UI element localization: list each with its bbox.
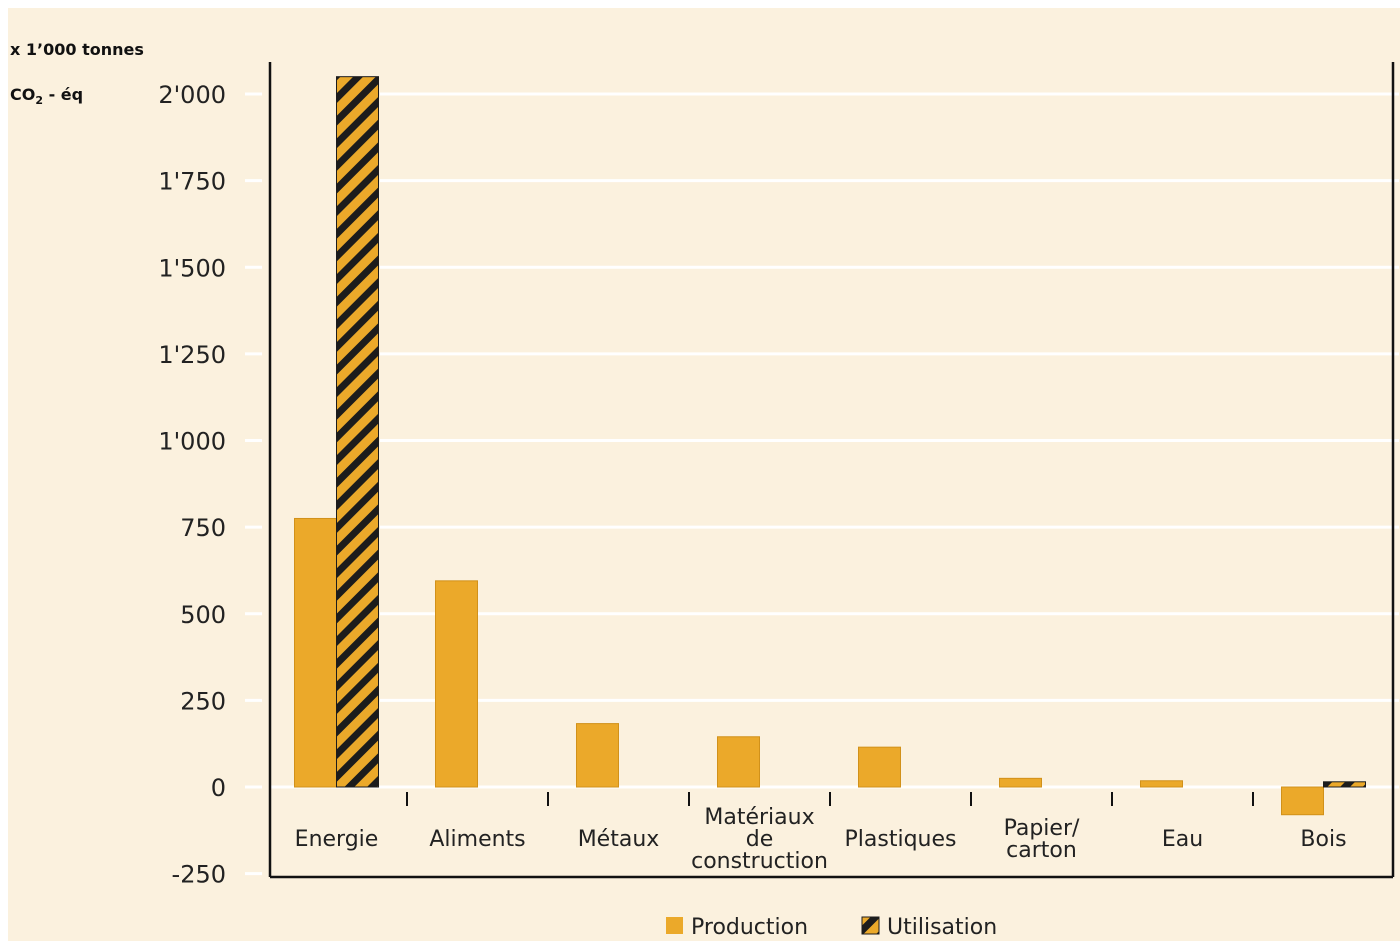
category-label: Plastiques	[845, 827, 957, 852]
category-labels: Energie Aliments Métaux Matériauxdeconstruc…	[295, 805, 1347, 874]
legend-swatch-production	[666, 917, 683, 934]
bar-production	[999, 777, 1042, 788]
unit-label-line1: x 1’000 tonnes	[10, 40, 144, 59]
legend-label-production: Production	[691, 915, 808, 940]
y-tick-labels: -250 0 250 500 750 1'000 1'250 1'500 1'750 2'000	[158, 81, 226, 889]
y-tick-label: 0	[211, 774, 226, 802]
category-label: Energie	[295, 827, 379, 852]
y-tick-label: 1'250	[158, 341, 226, 369]
bar-production	[576, 723, 619, 788]
y-tick-label: 500	[180, 601, 226, 629]
category-label: Aliments	[429, 827, 525, 852]
unit-label-line2: CO2 - éq	[10, 85, 83, 107]
unit-subscript: 2	[35, 94, 43, 107]
y-tick-label: 1'000	[158, 428, 226, 456]
category-label: Eau	[1162, 827, 1203, 852]
y-tick-label: -250	[172, 861, 226, 889]
bar-utilisation	[336, 76, 379, 788]
category-label: Papier/	[1004, 816, 1080, 841]
category-label: Métaux	[578, 827, 660, 852]
y-tick-label: 2'000	[158, 81, 226, 109]
category-label: construction	[691, 849, 828, 874]
unit-co: CO	[10, 85, 35, 104]
bar-production	[1140, 780, 1183, 788]
y-tick-label: 1'500	[158, 254, 226, 282]
legend-swatch-utilisation	[861, 916, 880, 935]
category-label: Matériaux	[704, 805, 814, 830]
category-label: Bois	[1300, 827, 1346, 852]
bar-utilisation	[1323, 781, 1366, 788]
unit-rest: - éq	[43, 85, 83, 104]
bar-production	[858, 746, 901, 788]
bar-production	[435, 580, 478, 788]
bar-production	[717, 736, 760, 788]
gridlines	[245, 92, 1399, 876]
axes	[268, 62, 1395, 879]
bars	[294, 76, 1366, 816]
bar-production	[294, 517, 337, 788]
category-label: carton	[1006, 838, 1077, 863]
y-tick-label: 750	[180, 514, 226, 542]
category-label: de	[746, 827, 774, 852]
y-tick-label: 250	[180, 687, 226, 715]
bar-production	[1281, 786, 1324, 816]
legend: Production Utilisation	[666, 915, 997, 940]
y-tick-label: 1'750	[158, 168, 226, 196]
legend-label-utilisation: Utilisation	[887, 915, 997, 940]
